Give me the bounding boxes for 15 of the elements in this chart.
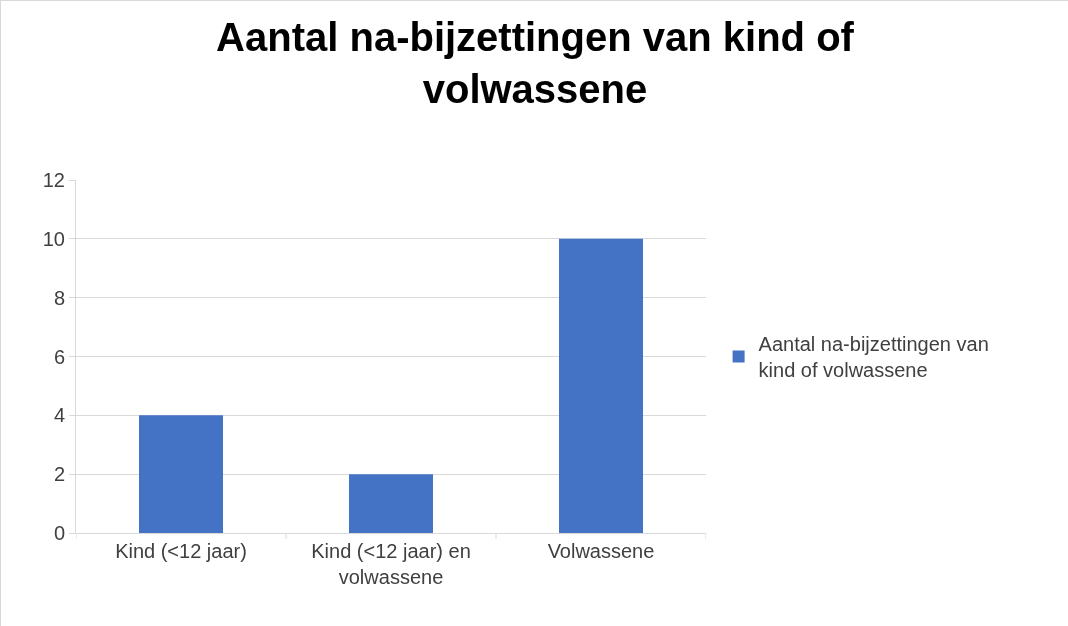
bar <box>139 415 223 533</box>
bar <box>349 474 433 533</box>
y-tick-label: 8 <box>53 286 65 309</box>
x-tick-label: Volwassene <box>547 540 655 562</box>
y-tick-label: 2 <box>53 463 65 486</box>
y-tick-label: 10 <box>42 227 65 250</box>
bar <box>559 238 643 533</box>
legend-label: Aantal na-bijzettingen van kind of volwassene <box>758 333 989 382</box>
chart-title: Aantal na-bijzettingen van kind of volwassene <box>216 15 855 112</box>
y-tick-label: 0 <box>53 522 65 544</box>
y-tick-label: 12 <box>42 169 65 191</box>
y-tick-label: 6 <box>53 345 65 368</box>
x-tick-label: Kind (<12 jaar) en volwassene <box>311 540 471 588</box>
y-tick-label: 4 <box>53 404 65 427</box>
x-tick-label: Kind (<12 jaar) <box>115 540 247 562</box>
